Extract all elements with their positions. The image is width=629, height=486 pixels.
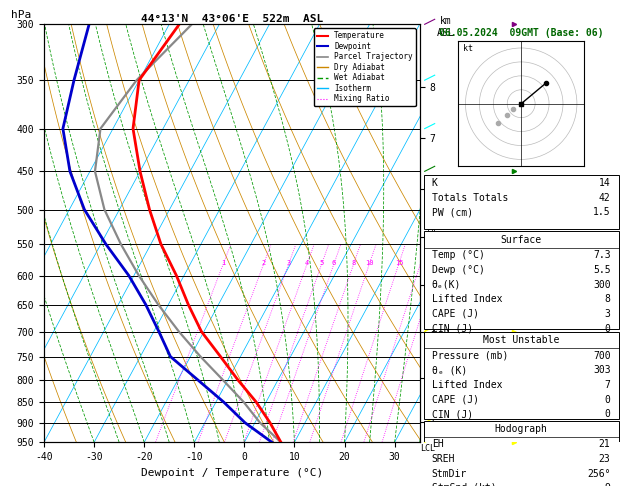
Text: 1.5: 1.5	[593, 208, 611, 217]
Text: 6: 6	[332, 260, 337, 266]
Text: CIN (J): CIN (J)	[432, 409, 473, 419]
Text: 8: 8	[604, 295, 611, 304]
Text: Totals Totals: Totals Totals	[432, 193, 508, 203]
Title: 44°13'N  43°06'E  522m  ASL: 44°13'N 43°06'E 522m ASL	[141, 14, 323, 23]
Text: Pressure (mb): Pressure (mb)	[432, 351, 508, 361]
Text: Mixing Ratio (g/kg): Mixing Ratio (g/kg)	[427, 207, 436, 302]
Text: PW (cm): PW (cm)	[432, 208, 473, 217]
Text: Lifted Index: Lifted Index	[432, 295, 503, 304]
Bar	[424, 331, 619, 419]
Text: 21: 21	[599, 439, 611, 450]
Y-axis label: km
ASL: km ASL	[437, 16, 455, 37]
Text: StmDir: StmDir	[432, 469, 467, 479]
Text: 2: 2	[262, 260, 266, 266]
Text: K: K	[432, 178, 438, 188]
Text: Hodograph: Hodograph	[495, 424, 548, 434]
Text: EH: EH	[432, 439, 443, 450]
Text: 06.05.2024  09GMT (Base: 06): 06.05.2024 09GMT (Base: 06)	[439, 29, 603, 38]
Text: 14: 14	[599, 178, 611, 188]
Text: 10: 10	[365, 260, 374, 266]
Legend: Temperature, Dewpoint, Parcel Trajectory, Dry Adiabat, Wet Adiabat, Isotherm, Mi: Temperature, Dewpoint, Parcel Trajectory…	[313, 28, 416, 106]
X-axis label: Dewpoint / Temperature (°C): Dewpoint / Temperature (°C)	[141, 468, 323, 478]
Text: Temp (°C): Temp (°C)	[432, 250, 485, 260]
Text: θₑ (K): θₑ (K)	[432, 365, 467, 375]
Text: 23: 23	[599, 454, 611, 464]
Text: StmSpd (kt): StmSpd (kt)	[432, 483, 496, 486]
Text: 7.3: 7.3	[593, 250, 611, 260]
Text: 15: 15	[395, 260, 403, 266]
Text: 0: 0	[604, 409, 611, 419]
Text: 700: 700	[593, 351, 611, 361]
Text: 7: 7	[604, 380, 611, 390]
Text: 0: 0	[604, 324, 611, 333]
Text: 3: 3	[604, 309, 611, 319]
Bar	[424, 421, 619, 486]
Text: CAPE (J): CAPE (J)	[432, 309, 479, 319]
Text: 303: 303	[593, 365, 611, 375]
Text: SREH: SREH	[432, 454, 455, 464]
Text: CIN (J): CIN (J)	[432, 324, 473, 333]
Text: 3: 3	[287, 260, 291, 266]
Text: Most Unstable: Most Unstable	[483, 335, 559, 345]
Y-axis label: hPa: hPa	[11, 10, 31, 20]
Bar	[424, 231, 619, 330]
Text: 8: 8	[352, 260, 356, 266]
Text: CAPE (J): CAPE (J)	[432, 395, 479, 405]
Text: Lifted Index: Lifted Index	[432, 380, 503, 390]
Text: 5.5: 5.5	[593, 265, 611, 275]
Text: 5: 5	[320, 260, 324, 266]
Text: 256°: 256°	[587, 469, 611, 479]
Bar	[424, 175, 619, 229]
Text: 9: 9	[604, 483, 611, 486]
Text: 1: 1	[221, 260, 226, 266]
Text: 0: 0	[604, 395, 611, 405]
Text: Dewp (°C): Dewp (°C)	[432, 265, 485, 275]
Text: LCL: LCL	[420, 444, 435, 453]
Text: 300: 300	[593, 279, 611, 290]
Text: 4: 4	[305, 260, 309, 266]
Text: Surface: Surface	[501, 235, 542, 244]
Text: 42: 42	[599, 193, 611, 203]
Text: θₑ(K): θₑ(K)	[432, 279, 461, 290]
